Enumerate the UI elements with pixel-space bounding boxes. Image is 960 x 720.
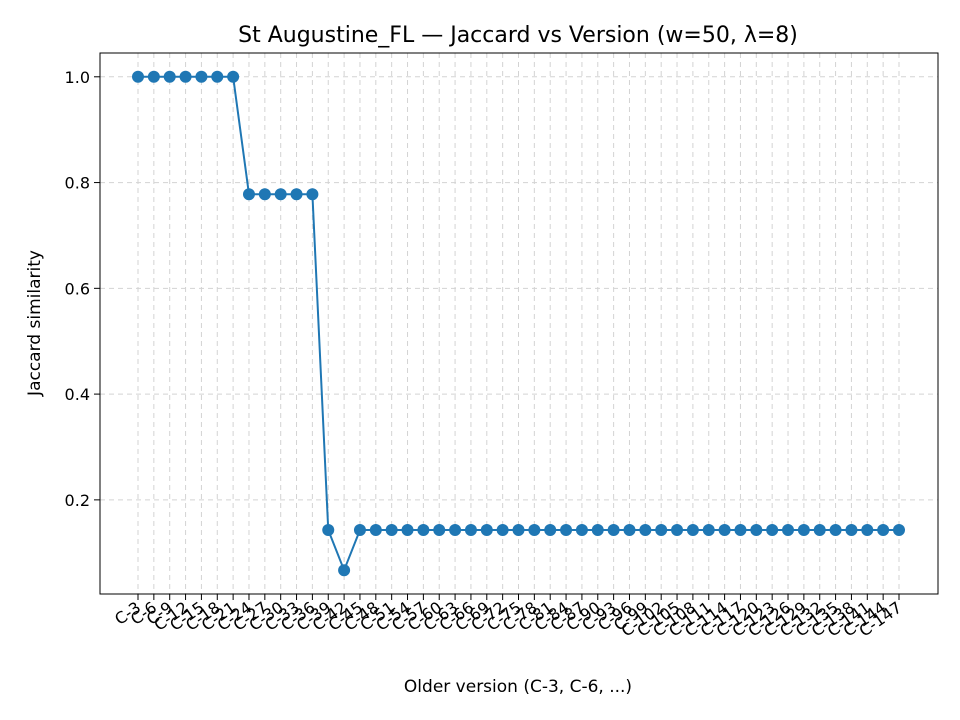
- data-point: [750, 524, 763, 537]
- data-point: [861, 524, 874, 537]
- data-point: [290, 188, 303, 201]
- y-tick-label: 0.2: [65, 491, 90, 510]
- data-point: [512, 524, 525, 537]
- data-point: [544, 524, 557, 537]
- data-point: [417, 524, 430, 537]
- data-point: [464, 524, 477, 537]
- data-point: [338, 564, 351, 577]
- data-point: [179, 70, 192, 83]
- data-point: [147, 70, 160, 83]
- data-point: [639, 524, 652, 537]
- data-point: [401, 524, 414, 537]
- data-point: [480, 524, 493, 537]
- data-point: [797, 524, 810, 537]
- data-point: [877, 524, 890, 537]
- data-point: [607, 524, 620, 537]
- grid-lines: [100, 53, 938, 594]
- data-point: [845, 524, 858, 537]
- y-axis-label: Jaccard similarity: [25, 250, 45, 397]
- data-point: [686, 524, 699, 537]
- data-point: [195, 70, 208, 83]
- data-point: [623, 524, 636, 537]
- data-point: [560, 524, 573, 537]
- data-point: [385, 524, 398, 537]
- series-jaccard: [132, 70, 905, 577]
- x-axis: C-3C-6C-9C-12C-15C-18C-21C-24C-27C-30C-3…: [111, 594, 905, 641]
- data-point: [163, 70, 176, 83]
- data-point: [449, 524, 462, 537]
- data-point: [496, 524, 509, 537]
- y-tick-label: 0.4: [65, 385, 90, 404]
- y-tick-label: 0.8: [65, 174, 90, 193]
- data-point: [211, 70, 224, 83]
- data-point: [258, 188, 271, 201]
- data-point: [734, 524, 747, 537]
- y-tick-label: 1.0: [65, 68, 90, 87]
- data-point: [369, 524, 382, 537]
- data-point: [575, 524, 588, 537]
- chart-title: St Augustine_FL — Jaccard vs Version (w=…: [238, 23, 798, 48]
- data-point: [132, 70, 144, 83]
- data-point: [591, 524, 604, 537]
- x-axis-label: Older version (C-3, C-6, ...): [404, 677, 632, 697]
- data-point: [322, 524, 335, 537]
- data-point: [671, 524, 684, 537]
- y-axis: 0.2 0.4 0.6 0.8 1.0: [65, 68, 100, 510]
- data-point: [433, 524, 446, 537]
- data-point: [655, 524, 668, 537]
- data-point: [718, 524, 731, 537]
- data-point: [829, 524, 842, 537]
- data-point: [306, 188, 319, 201]
- data-point: [893, 524, 905, 537]
- data-point: [528, 524, 541, 537]
- y-tick-label: 0.6: [65, 279, 90, 298]
- data-point: [353, 524, 366, 537]
- data-point: [813, 524, 826, 537]
- data-point: [702, 524, 715, 537]
- data-point: [242, 188, 255, 201]
- data-point: [766, 524, 779, 537]
- data-point: [782, 524, 795, 537]
- data-point: [274, 188, 287, 201]
- data-point: [227, 70, 240, 83]
